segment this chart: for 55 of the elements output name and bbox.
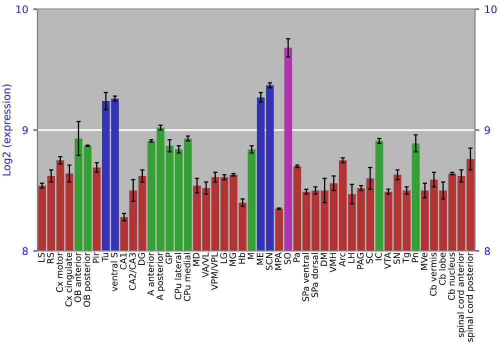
x-tick-label: SN <box>393 253 400 264</box>
y-tick-label: 10 <box>16 5 28 14</box>
x-tick-label: Pn <box>412 253 418 262</box>
x-tick-label: SPa dorsal <box>311 253 318 298</box>
x-tick-label: CPu lateral <box>174 253 182 300</box>
x-tick-label: SO <box>284 252 291 264</box>
y-tick-label: 8 <box>22 247 28 256</box>
x-tick-label: MD <box>193 252 200 266</box>
x-tick-label: VTA <box>384 252 391 269</box>
y2-tick-label: 8 <box>484 247 490 256</box>
x-tick-label: LH <box>348 253 354 263</box>
x-tick-label: Tg <box>402 253 411 264</box>
x-tick-label: SPa ventral <box>302 253 309 302</box>
x-tick-label: VA/VL <box>202 252 210 278</box>
x-tick-label: Pa <box>293 253 300 262</box>
x-tick-label: Pir <box>92 252 100 263</box>
x-tick-label: spinal cord posterior <box>466 252 475 342</box>
x-tick-label: SCN <box>266 253 272 270</box>
x-tick-label: CA2/CA3 <box>129 253 136 290</box>
x-tick-label: Cb nucleus <box>448 252 455 300</box>
x-tick-label: ventral S <box>110 252 118 292</box>
x-tick-label: spinal cord anterior <box>457 252 466 338</box>
x-tick-label: M <box>248 253 254 260</box>
x-tick-label: GP <box>166 252 172 264</box>
x-tick-label: Tu <box>102 253 108 262</box>
x-tick-label: IC <box>375 252 382 260</box>
x-tick-label: Cb lobe <box>438 252 446 286</box>
y-tick-label: 9 <box>22 126 28 134</box>
x-tick-label: ME <box>256 252 264 265</box>
x-tick-label: DG <box>138 253 145 265</box>
x-tick-label: Arc <box>338 252 346 266</box>
x-tick-label: A anterior <box>147 252 154 296</box>
x-tick-label: DM <box>320 253 328 266</box>
x-tick-label: Hb <box>238 252 246 264</box>
x-tick-label: Cx motor <box>56 252 63 292</box>
x-tick-label: VMH <box>330 253 336 272</box>
x-tick-label: OB anterior <box>74 252 82 302</box>
x-tick-label: Cb vermis <box>430 252 437 296</box>
x-tick-label: MG <box>229 253 236 266</box>
x-tick-label: RS <box>47 252 54 264</box>
x-tick-label: A posterior <box>156 252 165 300</box>
x-tick-label: Cx cingulate <box>65 252 74 306</box>
x-tick-label: SC <box>366 252 373 264</box>
x-tick-label: CPu medial <box>184 253 190 302</box>
x-tick-label: PAG <box>356 253 364 269</box>
x-tick-label: LS <box>38 252 45 262</box>
x-tick-label: MPA <box>275 252 282 270</box>
x-tick-label: OB posterior <box>83 252 92 307</box>
y-axis-title: Log2 (expression) <box>2 84 12 176</box>
x-tick-label: LG <box>220 253 227 264</box>
y2-tick-label: 9 <box>484 126 490 134</box>
x-tick-label: VPM/VPL <box>211 252 218 290</box>
y2-tick-label: 10 <box>485 5 497 14</box>
x-tick-label: MVe <box>420 252 428 270</box>
x-tick-label: CA1 <box>120 253 127 270</box>
